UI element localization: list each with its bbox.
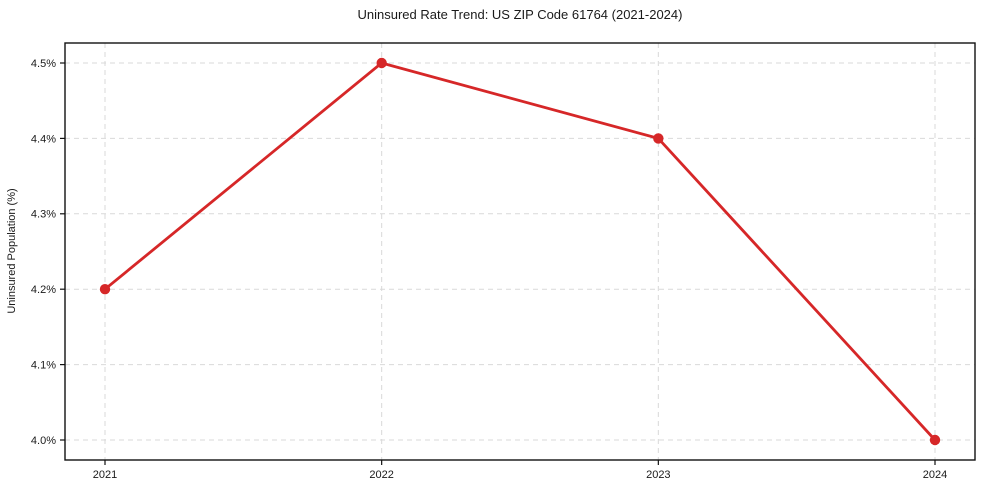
y-tick-label: 4.4% [31,133,56,145]
data-point [376,57,387,69]
y-tick-label: 4.1% [31,359,56,371]
data-point [929,434,941,446]
y-tick-label: 4.3% [31,209,56,221]
trend-line [103,61,937,442]
data-point [653,133,664,144]
plot-frame [64,42,976,461]
data-point [99,284,111,295]
y-tick-label: 4.2% [31,284,56,296]
x-tick-label: 2021 [93,469,117,481]
x-tick-label: 2022 [369,469,393,481]
chart-title: Uninsured Rate Trend: US ZIP Code 61764 … [357,7,683,22]
x-tick-label: 2023 [646,469,670,481]
x-tick-label: 2024 [923,469,947,481]
y-tick-label: 4.0% [31,435,56,447]
y-tick-label: 4.5% [31,58,56,70]
